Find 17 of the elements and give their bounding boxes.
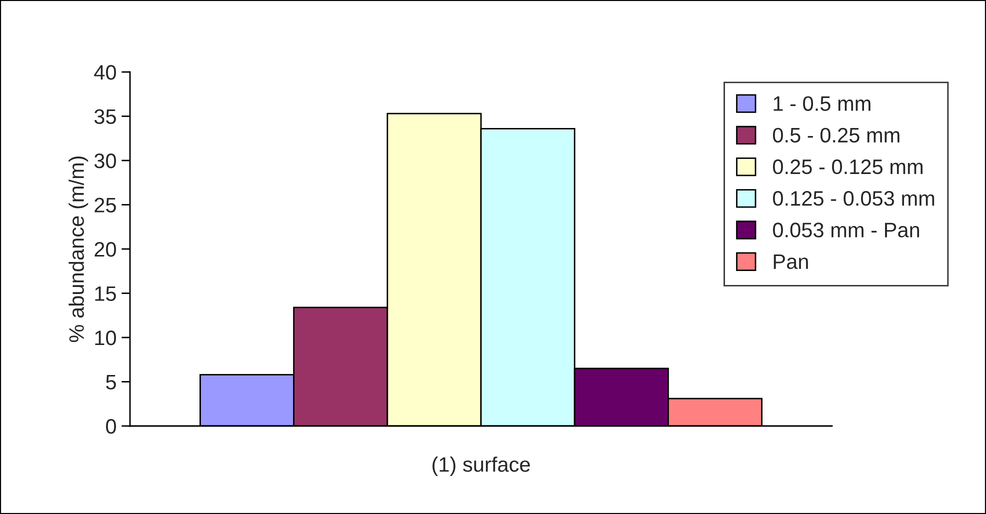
y-tick-label: 25	[94, 198, 116, 213]
y-tick-label: 15	[95, 286, 116, 302]
y-tick-label: 20	[94, 242, 116, 257]
y-tick-label: 40	[94, 65, 116, 80]
y-axis-title: % abundance (m/m)	[68, 156, 88, 342]
legend-label: Pan	[774, 254, 808, 270]
y-tick-label: 35	[94, 109, 116, 124]
legend-label: 0.125 - 0.053 mm	[772, 191, 934, 206]
y-tick-label: 0	[106, 419, 116, 434]
legend-label: 0.25 - 0.125 mm	[772, 159, 922, 174]
legend-label: 1 - 0.5 mm	[774, 96, 870, 111]
x-tick-label: (1) surface	[432, 456, 530, 476]
y-tick-label: 10	[95, 330, 116, 346]
legend-label: 0.5 - 0.25 mm	[772, 128, 900, 143]
y-tick-label: 5	[106, 374, 116, 390]
legend-label: 0.053 mm - Pan	[772, 222, 920, 238]
y-tick-label: 30	[94, 154, 116, 168]
